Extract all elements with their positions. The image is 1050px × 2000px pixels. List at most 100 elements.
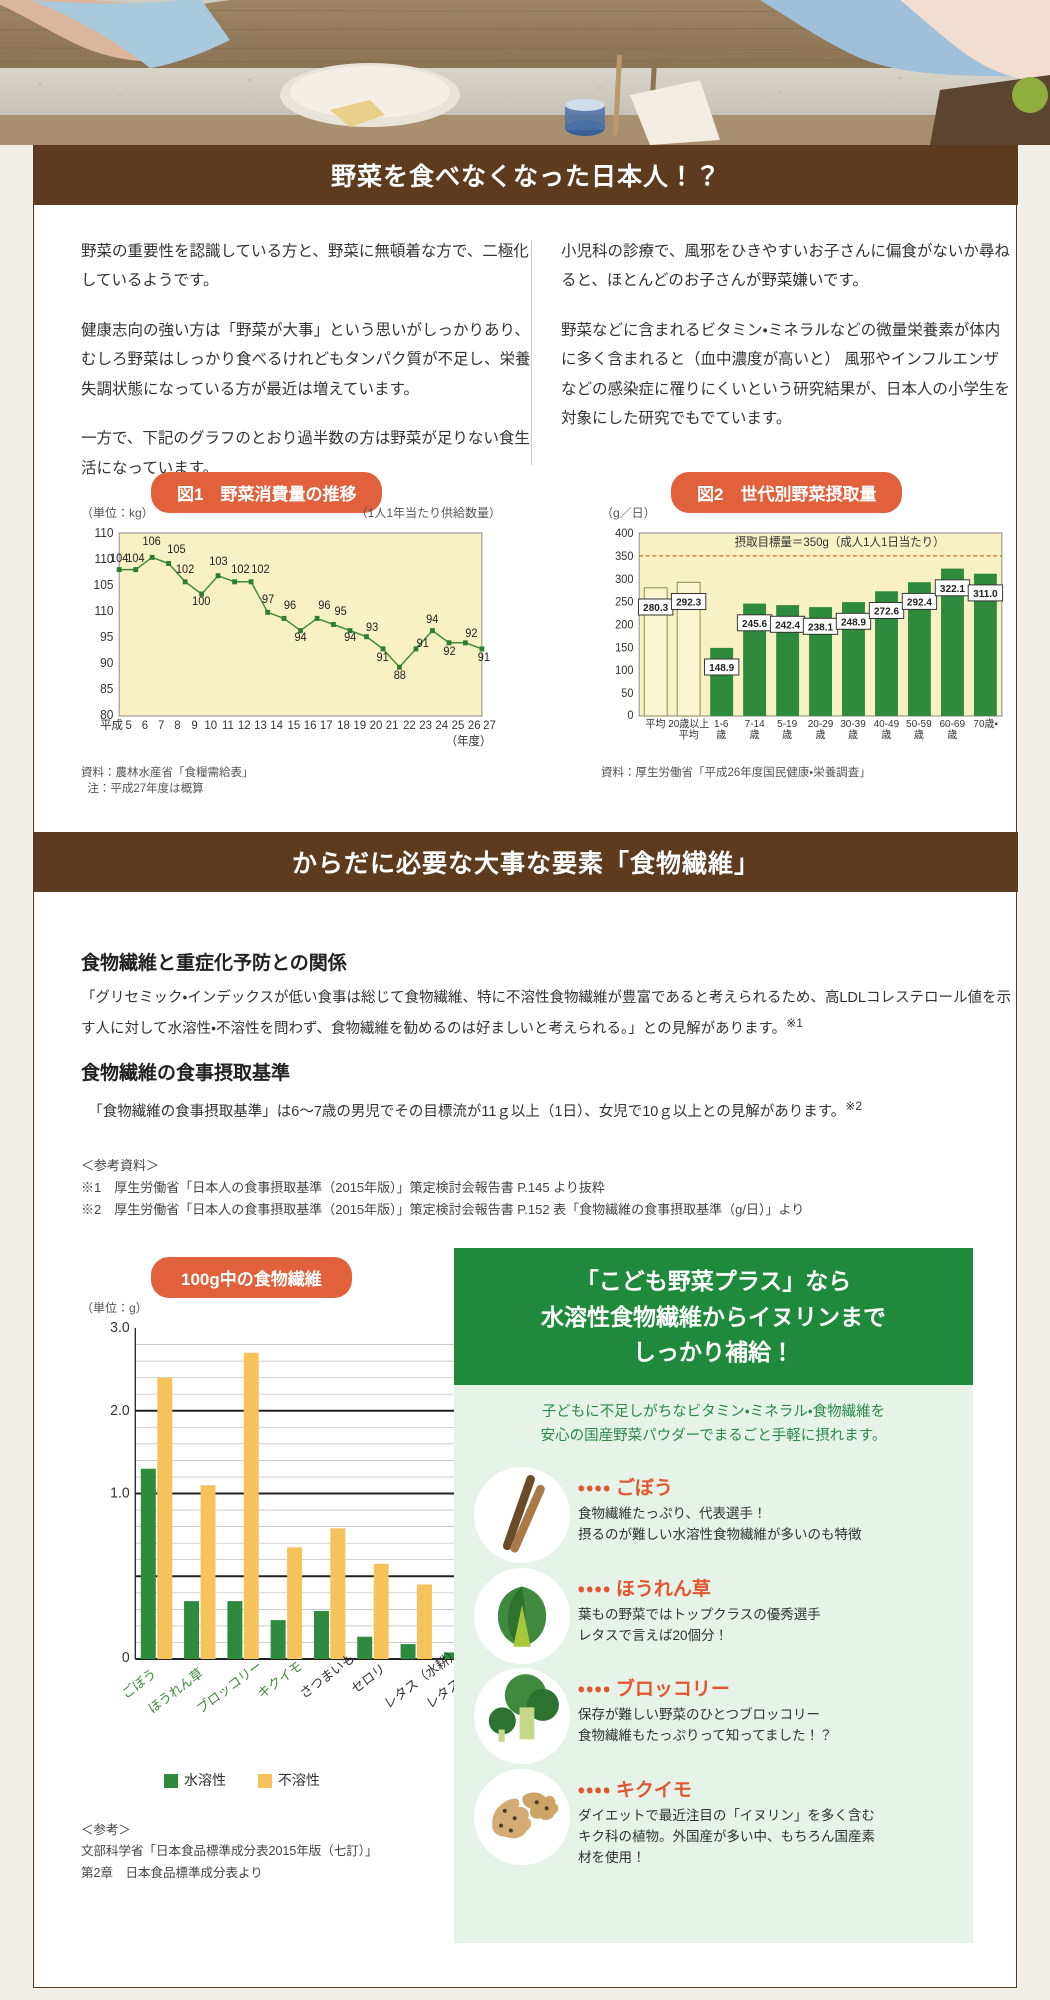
svg-text:10: 10: [204, 719, 217, 732]
svg-text:7-14: 7-14: [745, 719, 765, 730]
svg-text:102: 102: [231, 564, 249, 576]
svg-text:平均: 平均: [679, 728, 699, 741]
svg-text:96: 96: [284, 600, 296, 612]
svg-text:91: 91: [478, 652, 490, 664]
svg-text:50: 50: [621, 688, 633, 700]
svg-text:歳: 歳: [782, 729, 792, 741]
svg-text:3.0: 3.0: [110, 1320, 130, 1337]
svg-text:21: 21: [386, 719, 399, 732]
svg-text:15: 15: [287, 719, 300, 732]
svg-text:245.6: 245.6: [742, 619, 767, 630]
svg-text:1.0: 1.0: [110, 1485, 130, 1502]
svg-text:40-49: 40-49: [874, 719, 900, 730]
svg-text:238.1: 238.1: [808, 622, 833, 633]
svg-text:250: 250: [615, 596, 633, 608]
svg-text:93: 93: [366, 622, 378, 634]
svg-text:摂取目標量＝350g（成人1人1日当たり）: 摂取目標量＝350g（成人1人1日当たり）: [735, 535, 945, 549]
svg-text:200: 200: [615, 619, 633, 631]
svg-text:23: 23: [419, 719, 432, 732]
svg-text:キクイモ: キクイモ: [255, 1658, 305, 1702]
svg-text:歳: 歳: [816, 729, 826, 741]
svg-text:94: 94: [344, 632, 356, 644]
svg-text:60-69: 60-69: [939, 719, 965, 730]
svg-text:150: 150: [615, 642, 633, 654]
svg-text:歳: 歳: [914, 729, 924, 741]
svg-text:セロリ: セロリ: [349, 1661, 388, 1697]
svg-text:19: 19: [353, 719, 366, 732]
svg-text:88: 88: [394, 670, 406, 682]
svg-text:歳: 歳: [848, 729, 858, 741]
svg-text:95: 95: [335, 606, 347, 618]
svg-text:25: 25: [452, 719, 465, 732]
svg-text:311.0: 311.0: [973, 589, 998, 600]
svg-text:272.6: 272.6: [874, 606, 899, 617]
svg-text:0: 0: [627, 710, 633, 722]
svg-text:90: 90: [100, 656, 113, 670]
svg-text:8: 8: [174, 719, 181, 732]
svg-text:91: 91: [417, 638, 429, 650]
svg-text:292.3: 292.3: [676, 597, 701, 608]
svg-text:94: 94: [426, 614, 438, 626]
svg-text:100: 100: [192, 596, 210, 608]
svg-text:12: 12: [238, 719, 251, 732]
svg-text:95: 95: [100, 630, 113, 644]
svg-text:104: 104: [126, 553, 144, 565]
svg-text:20歳以上: 20歳以上: [668, 718, 709, 730]
svg-text:148.9: 148.9: [709, 663, 734, 674]
svg-text:5: 5: [126, 719, 133, 732]
svg-text:ごぼう: ごぼう: [119, 1666, 158, 1702]
svg-text:94: 94: [294, 632, 306, 644]
svg-text:97: 97: [262, 594, 274, 606]
svg-text:16: 16: [304, 719, 317, 732]
svg-text:平成: 平成: [100, 719, 123, 732]
svg-text:14: 14: [270, 719, 283, 732]
svg-text:50-59: 50-59: [906, 719, 932, 730]
svg-text:27: 27: [483, 719, 496, 732]
svg-text:92: 92: [443, 646, 455, 658]
svg-text:110: 110: [94, 604, 113, 618]
svg-text:292.4: 292.4: [907, 597, 932, 608]
svg-text:24: 24: [435, 719, 448, 732]
svg-text:20: 20: [370, 719, 383, 732]
svg-text:92: 92: [465, 628, 477, 640]
svg-text:110: 110: [94, 526, 113, 540]
svg-text:13: 13: [254, 719, 267, 732]
svg-text:102: 102: [176, 564, 194, 576]
svg-text:17: 17: [320, 719, 333, 732]
svg-text:（年度）: （年度）: [446, 734, 492, 748]
svg-text:0: 0: [122, 1650, 130, 1667]
svg-text:400: 400: [615, 528, 633, 540]
svg-text:280.3: 280.3: [643, 603, 668, 614]
svg-text:106: 106: [142, 536, 160, 548]
svg-text:平均: 平均: [645, 717, 665, 730]
svg-text:96: 96: [318, 600, 330, 612]
svg-text:300: 300: [615, 574, 633, 586]
svg-text:30-39: 30-39: [840, 719, 866, 730]
svg-text:103: 103: [209, 556, 227, 568]
svg-text:26: 26: [468, 719, 481, 732]
svg-text:18: 18: [337, 719, 350, 732]
svg-text:歳: 歳: [947, 729, 957, 741]
svg-text:91: 91: [377, 652, 389, 664]
svg-text:242.4: 242.4: [775, 620, 800, 631]
svg-text:ブロッコリー: ブロッコリー: [194, 1657, 264, 1716]
svg-text:2.0: 2.0: [110, 1402, 130, 1419]
svg-text:105: 105: [94, 578, 114, 592]
svg-text:22: 22: [403, 719, 416, 732]
svg-text:1-6: 1-6: [714, 719, 729, 730]
svg-text:85: 85: [100, 682, 113, 696]
svg-text:歳: 歳: [716, 729, 726, 741]
svg-text:歳: 歳: [750, 729, 760, 741]
svg-text:9: 9: [191, 719, 197, 732]
svg-text:350: 350: [615, 551, 633, 563]
svg-text:7: 7: [158, 719, 164, 732]
svg-text:6: 6: [142, 719, 148, 732]
svg-text:20-29: 20-29: [808, 719, 834, 730]
svg-text:11: 11: [222, 719, 234, 732]
svg-text:70歳・: 70歳・: [973, 718, 998, 730]
svg-text:5-19: 5-19: [777, 719, 797, 730]
svg-text:102: 102: [251, 564, 269, 576]
svg-text:105: 105: [167, 544, 185, 556]
svg-text:322.1: 322.1: [940, 584, 965, 595]
svg-text:100: 100: [615, 665, 633, 677]
